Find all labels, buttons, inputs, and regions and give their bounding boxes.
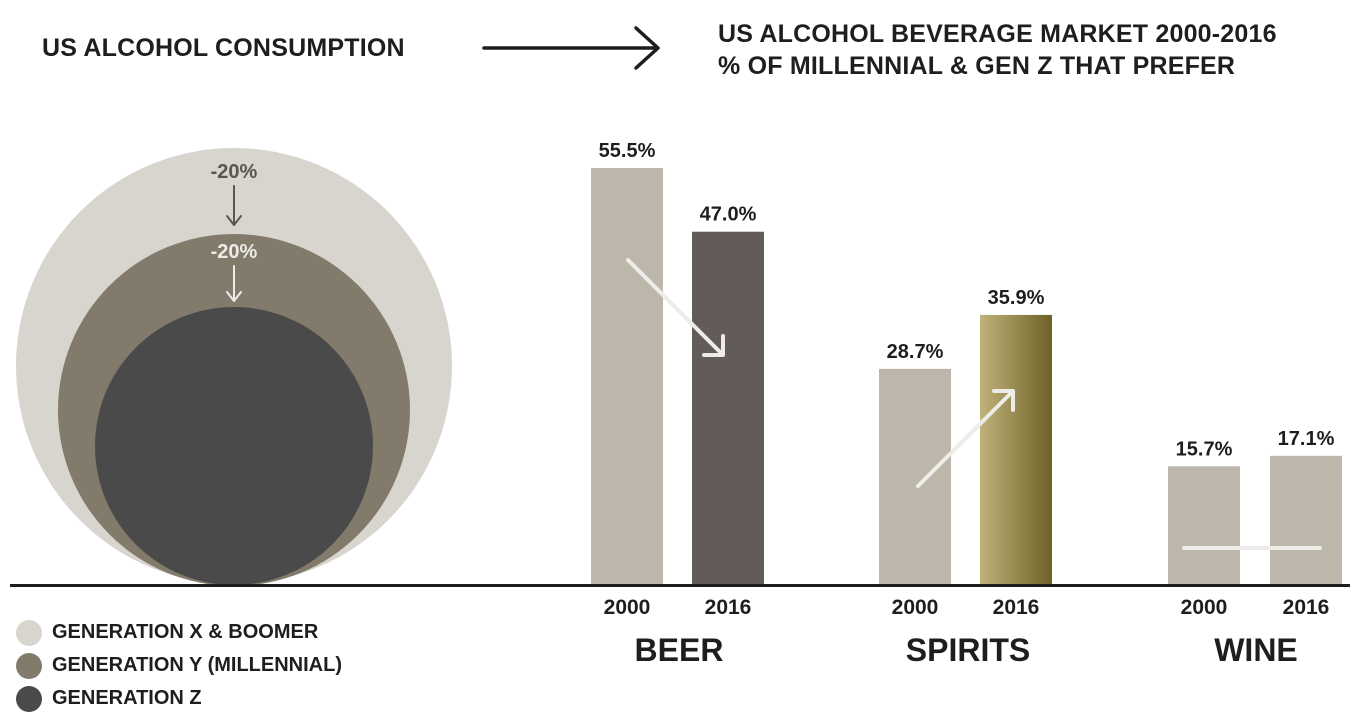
value-labels: 55.5% 47.0% 28.7% 35.9% 15.7% 17.1%: [599, 140, 1335, 460]
trend-arrow-down-icon: [626, 258, 725, 357]
legend-swatch-icon: [16, 619, 42, 646]
value-label-beer-2000: 55.5%: [599, 140, 656, 162]
value-label-spirits-2000: 28.7%: [887, 341, 944, 363]
trend-arrows: [626, 258, 1322, 550]
down-arrow-icon: [226, 265, 242, 302]
consumption-circles: [16, 148, 452, 586]
change-label-outer: -20%: [211, 161, 258, 183]
legend-label: GENERATION Z: [52, 687, 202, 709]
legend-label: GENERATION X & BOOMER: [52, 621, 319, 643]
market-title: US ALCOHOL BEVERAGE MARKET 2000-2016 % O…: [718, 18, 1277, 82]
year-label-beer-2016: 2016: [705, 596, 752, 619]
category-labels: BEER SPIRITS WINE: [635, 632, 1298, 668]
bar-beer-2000: [591, 168, 663, 584]
change-inner: -20%: [211, 241, 258, 302]
legend-swatch-icon: [16, 685, 42, 712]
value-label-spirits-2016: 35.9%: [988, 287, 1045, 309]
legend: GENERATION X & BOOMER GENERATION Y (MILL…: [16, 616, 342, 715]
bars: [591, 168, 1342, 584]
year-label-wine-2016: 2016: [1283, 596, 1330, 619]
market-title-line2: % OF MILLENNIAL & GEN Z THAT PREFER: [718, 52, 1236, 80]
category-label-beer: BEER: [635, 632, 724, 668]
value-label-wine-2016: 17.1%: [1278, 428, 1335, 450]
consumption-title: US ALCOHOL CONSUMPTION: [42, 34, 405, 62]
down-arrow-icon: [226, 185, 242, 226]
circle-gen-z: [95, 307, 373, 585]
change-outer: -20%: [211, 161, 258, 226]
year-label-beer-2000: 2000: [604, 596, 651, 619]
value-label-beer-2016: 47.0%: [700, 204, 757, 226]
legend-item-gen-z: GENERATION Z: [16, 682, 342, 715]
legend-swatch-icon: [16, 652, 42, 679]
legend-label: GENERATION Y (MILLENNIAL): [52, 654, 342, 676]
legend-item-gen-x-boomer: GENERATION X & BOOMER: [16, 616, 342, 649]
header-arrow-icon: [482, 26, 660, 70]
bar-wine-2016: [1270, 455, 1342, 584]
bar-beer-2016: [692, 231, 764, 584]
year-label-wine-2000: 2000: [1181, 596, 1228, 619]
value-label-wine-2000: 15.7%: [1176, 438, 1233, 460]
category-label-wine: WINE: [1214, 632, 1298, 668]
year-label-spirits-2016: 2016: [993, 596, 1040, 619]
year-labels: 2000 2016 2000 2016 2000 2016: [604, 596, 1330, 619]
trend-arrow-up-icon: [916, 389, 1015, 488]
legend-item-gen-y: GENERATION Y (MILLENNIAL): [16, 649, 342, 682]
bar-wine-2000: [1168, 466, 1240, 584]
category-label-spirits: SPIRITS: [906, 632, 1030, 668]
change-label-inner: -20%: [211, 241, 258, 263]
market-title-line1: US ALCOHOL BEVERAGE MARKET 2000-2016: [718, 20, 1277, 48]
bar-spirits-2000: [879, 368, 951, 584]
year-label-spirits-2000: 2000: [892, 596, 939, 619]
bar-spirits-2016: [980, 314, 1052, 584]
